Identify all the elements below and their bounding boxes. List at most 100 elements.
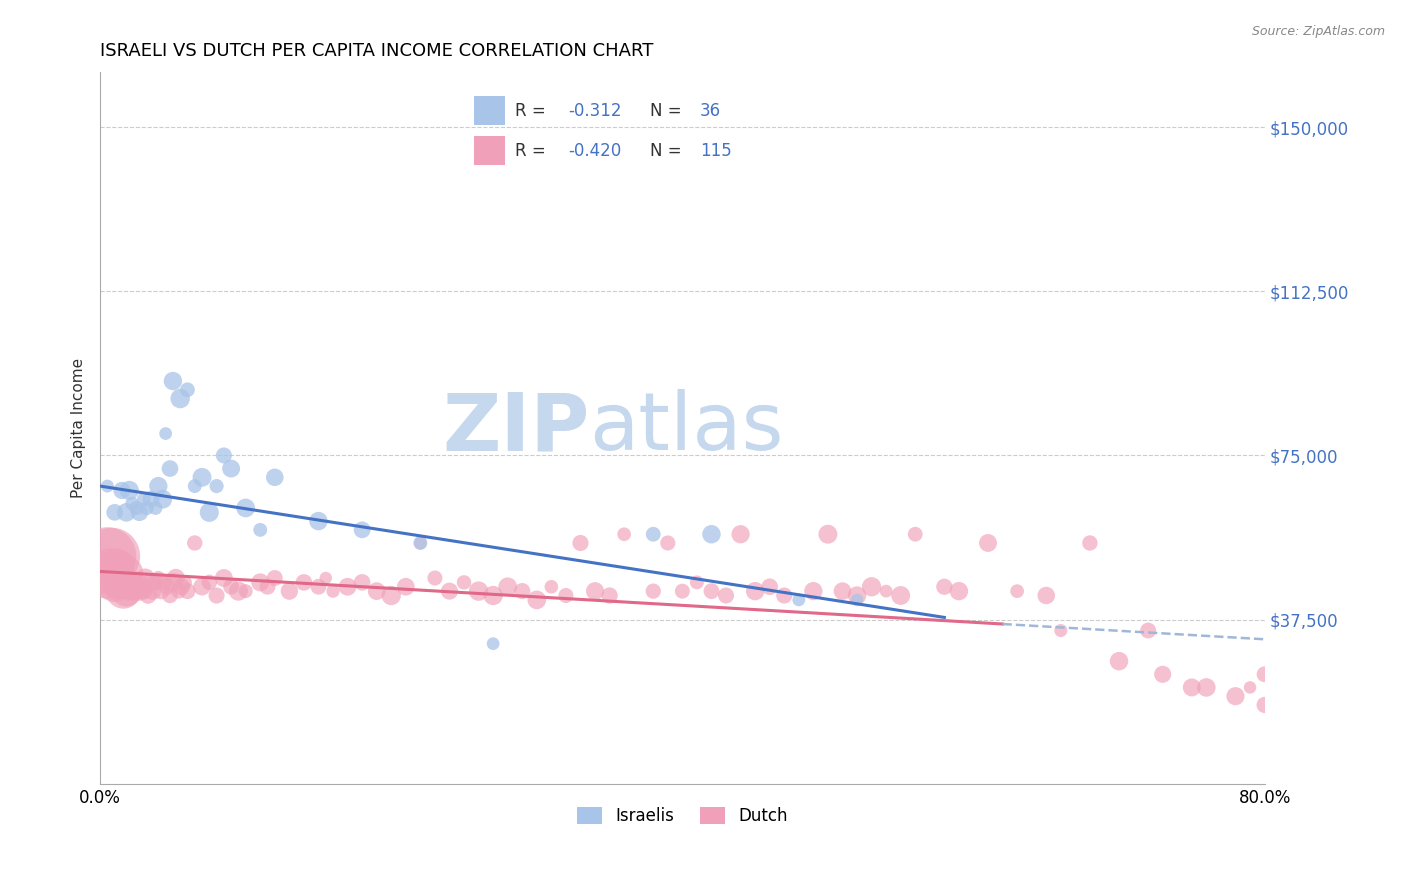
Point	[467, 584, 489, 599]
Point	[482, 589, 505, 603]
Point	[205, 479, 228, 493]
Point	[1253, 698, 1275, 712]
Point	[773, 589, 796, 603]
Text: atlas: atlas	[589, 389, 783, 467]
Point	[111, 575, 134, 590]
Point	[934, 580, 956, 594]
Point	[787, 593, 810, 607]
Point	[657, 536, 679, 550]
Point	[128, 505, 150, 519]
Point	[162, 575, 184, 590]
Point	[97, 566, 120, 581]
Point	[831, 584, 853, 599]
Point	[129, 575, 152, 590]
Point	[115, 505, 138, 519]
Text: ZIP: ZIP	[441, 389, 589, 467]
Point	[1049, 624, 1071, 638]
Point	[121, 575, 143, 590]
Point	[352, 575, 374, 590]
Point	[453, 575, 475, 590]
Legend: Israelis, Dutch: Israelis, Dutch	[578, 807, 787, 825]
Point	[141, 584, 163, 599]
Point	[184, 479, 207, 493]
Point	[336, 580, 359, 594]
Point	[860, 580, 883, 594]
Point	[212, 571, 235, 585]
Point	[104, 505, 127, 519]
Point	[599, 589, 621, 603]
Point	[107, 575, 129, 590]
Point	[686, 575, 709, 590]
Point	[150, 584, 173, 599]
Point	[308, 580, 330, 594]
Point	[159, 461, 181, 475]
Point	[124, 584, 146, 599]
Point	[148, 571, 170, 585]
Point	[108, 566, 131, 581]
Point	[758, 580, 780, 594]
Point	[235, 584, 257, 599]
Point	[1035, 589, 1057, 603]
Point	[96, 549, 118, 563]
Point	[409, 536, 432, 550]
Point	[127, 580, 149, 594]
Point	[366, 584, 388, 599]
Point	[139, 492, 162, 507]
Point	[569, 536, 592, 550]
Point	[846, 593, 869, 607]
Point	[1078, 536, 1101, 550]
Point	[167, 584, 190, 599]
Point	[700, 527, 723, 541]
Point	[395, 580, 418, 594]
Point	[135, 500, 157, 515]
Point	[191, 580, 214, 594]
Point	[93, 566, 115, 581]
Point	[730, 527, 752, 541]
Point	[132, 492, 155, 507]
Point	[1181, 681, 1204, 695]
Point	[118, 571, 141, 585]
Point	[219, 580, 242, 594]
Point	[176, 383, 198, 397]
Point	[249, 575, 271, 590]
Point	[1195, 681, 1218, 695]
Point	[104, 575, 127, 590]
Point	[135, 580, 157, 594]
Point	[1005, 584, 1028, 599]
Point	[235, 500, 257, 515]
Point	[977, 536, 1000, 550]
Point	[114, 566, 136, 581]
Point	[496, 580, 519, 594]
Point	[112, 584, 135, 599]
Point	[170, 580, 193, 594]
Point	[948, 584, 970, 599]
Point	[153, 575, 176, 590]
Point	[155, 426, 177, 441]
Point	[120, 584, 142, 599]
Point	[115, 584, 138, 599]
Point	[1225, 689, 1247, 703]
Point	[322, 584, 344, 599]
Point	[817, 527, 839, 541]
Point	[148, 479, 170, 493]
Point	[173, 575, 195, 590]
Point	[278, 584, 301, 599]
Point	[904, 527, 927, 541]
Point	[643, 584, 665, 599]
Point	[801, 584, 824, 599]
Point	[165, 571, 187, 585]
Point	[105, 558, 128, 572]
Point	[122, 580, 145, 594]
Point	[308, 514, 330, 528]
Point	[152, 492, 174, 507]
Point	[156, 580, 179, 594]
Point	[423, 571, 446, 585]
Point	[162, 374, 184, 388]
Point	[198, 575, 221, 590]
Point	[128, 584, 150, 599]
Text: ISRAELI VS DUTCH PER CAPITA INCOME CORRELATION CHART: ISRAELI VS DUTCH PER CAPITA INCOME CORRE…	[100, 42, 654, 60]
Point	[118, 483, 141, 498]
Text: Source: ZipAtlas.com: Source: ZipAtlas.com	[1251, 25, 1385, 38]
Point	[540, 580, 562, 594]
Point	[292, 575, 315, 590]
